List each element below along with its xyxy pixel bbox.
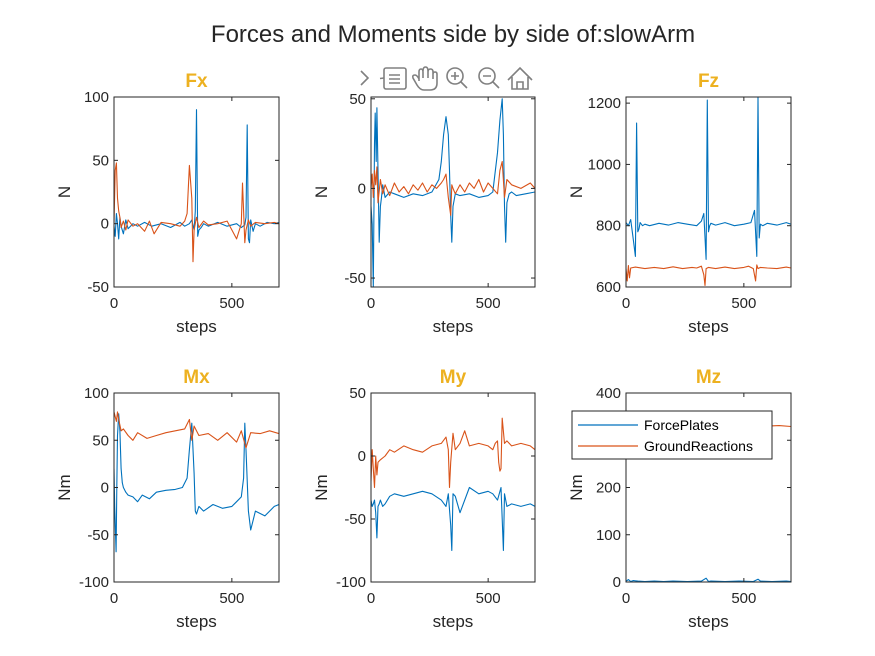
y-axis-label: N	[312, 186, 331, 198]
zoom-out-icon[interactable]	[478, 67, 500, 89]
series-line-orange	[626, 264, 791, 287]
y-tick-label: 50	[92, 432, 109, 449]
plot-area	[371, 97, 535, 287]
y-axis-label: Nm	[312, 474, 331, 500]
series-line-orange	[371, 160, 535, 216]
axes-toolbar[interactable]	[360, 66, 533, 91]
x-axis-label: steps	[433, 612, 474, 631]
y-tick-label: -50	[87, 527, 109, 544]
series-line-orange	[114, 411, 279, 449]
plot-area	[371, 393, 535, 582]
y-tick-label: 0	[358, 180, 366, 197]
chevron-right-icon[interactable]	[360, 70, 370, 86]
x-tick-label: 500	[219, 295, 244, 312]
y-tick-label: 0	[101, 216, 109, 233]
y-tick-label: -100	[336, 574, 366, 591]
x-axis-label: steps	[688, 612, 729, 631]
y-tick-label: 1000	[588, 156, 621, 173]
y-tick-label: -100	[79, 574, 109, 591]
y-tick-label: -50	[344, 511, 366, 528]
series-line-blue	[626, 577, 791, 582]
subplot-title: Mx	[183, 367, 210, 388]
legend: ForcePlates GroundReactions	[571, 410, 773, 460]
subplot-mz: 05000100200300400stepsNmMzForcePlatesGro…	[567, 367, 792, 631]
series-line-blue	[371, 486, 535, 552]
y-tick-label: 200	[596, 480, 621, 497]
y-tick-label: -50	[344, 270, 366, 287]
subplot-title: Fz	[698, 71, 719, 92]
y-tick-label: 400	[596, 385, 621, 402]
y-tick-label: 0	[613, 574, 621, 591]
subplot-fz: 0 500 600 800 1000 1200 steps N Fz	[567, 71, 792, 336]
series-group	[371, 98, 535, 287]
axes-box	[113, 96, 280, 288]
subplot-title: Mz	[696, 367, 721, 388]
x-tick-label: 500	[476, 295, 501, 312]
series-group	[371, 417, 535, 552]
y-axis-label: N	[55, 186, 74, 198]
pan-hand-icon[interactable]	[411, 66, 438, 91]
legend-box	[571, 410, 773, 460]
y-tick-label: 0	[358, 448, 366, 465]
series-group	[626, 97, 791, 287]
subplot-title: My	[440, 367, 467, 388]
y-axis-label: Nm	[55, 474, 74, 500]
x-tick-label: 0	[110, 295, 118, 312]
y-tick-label: 50	[349, 385, 366, 402]
axes-box	[370, 392, 536, 583]
y-axis-label: N	[567, 186, 586, 198]
y-tick-label: -50	[87, 279, 109, 296]
subplot-mx: 0 500 -100 -50 0 50 100 steps Nm Mx	[55, 367, 280, 631]
legend-entry: ForcePlates	[644, 417, 719, 433]
x-tick-label: 0	[622, 295, 630, 312]
x-tick-label: 500	[731, 295, 756, 312]
y-axis-label: Nm	[567, 474, 586, 500]
y-tick-label: 50	[349, 91, 366, 108]
y-tick-label: 1200	[588, 95, 621, 112]
series-group	[114, 109, 279, 263]
home-icon[interactable]	[507, 66, 533, 90]
legend-entry: GroundReactions	[644, 438, 753, 454]
figure-title: Forces and Moments side by side of:slowA…	[211, 21, 695, 48]
axes-box	[625, 96, 792, 288]
y-tick-label: 100	[84, 89, 109, 106]
subplot-my: 0 500 -100 -50 0 50 steps Nm My	[312, 367, 536, 631]
x-axis-label: steps	[688, 317, 729, 336]
x-axis-label: steps	[433, 317, 474, 336]
x-tick-label: 0	[367, 590, 375, 607]
series-line-blue	[371, 98, 535, 287]
plot-area	[114, 393, 279, 582]
x-tick-label: 500	[731, 590, 756, 607]
data-tips-icon[interactable]	[379, 67, 407, 90]
series-line-orange	[371, 417, 535, 489]
x-axis-label: steps	[176, 612, 217, 631]
y-tick-label: 800	[596, 218, 621, 235]
x-tick-label: 0	[622, 590, 630, 607]
series-line-blue	[626, 97, 791, 260]
x-tick-label: 500	[219, 590, 244, 607]
y-tick-label: 600	[596, 279, 621, 296]
zoom-in-icon[interactable]	[446, 67, 468, 89]
y-tick-label: 100	[84, 385, 109, 402]
x-tick-label: 0	[367, 295, 375, 312]
series-line-blue	[114, 413, 279, 553]
y-tick-label: 0	[101, 480, 109, 497]
series-line-blue	[114, 109, 279, 244]
series-line-orange	[114, 162, 279, 263]
axes-box	[370, 96, 536, 288]
x-tick-label: 0	[110, 590, 118, 607]
x-axis-label: steps	[176, 317, 217, 336]
y-tick-label: 100	[596, 527, 621, 544]
series-group	[114, 411, 279, 553]
subplot-title: Fx	[185, 71, 208, 92]
y-tick-label: 50	[92, 152, 109, 169]
x-tick-label: 500	[476, 590, 501, 607]
